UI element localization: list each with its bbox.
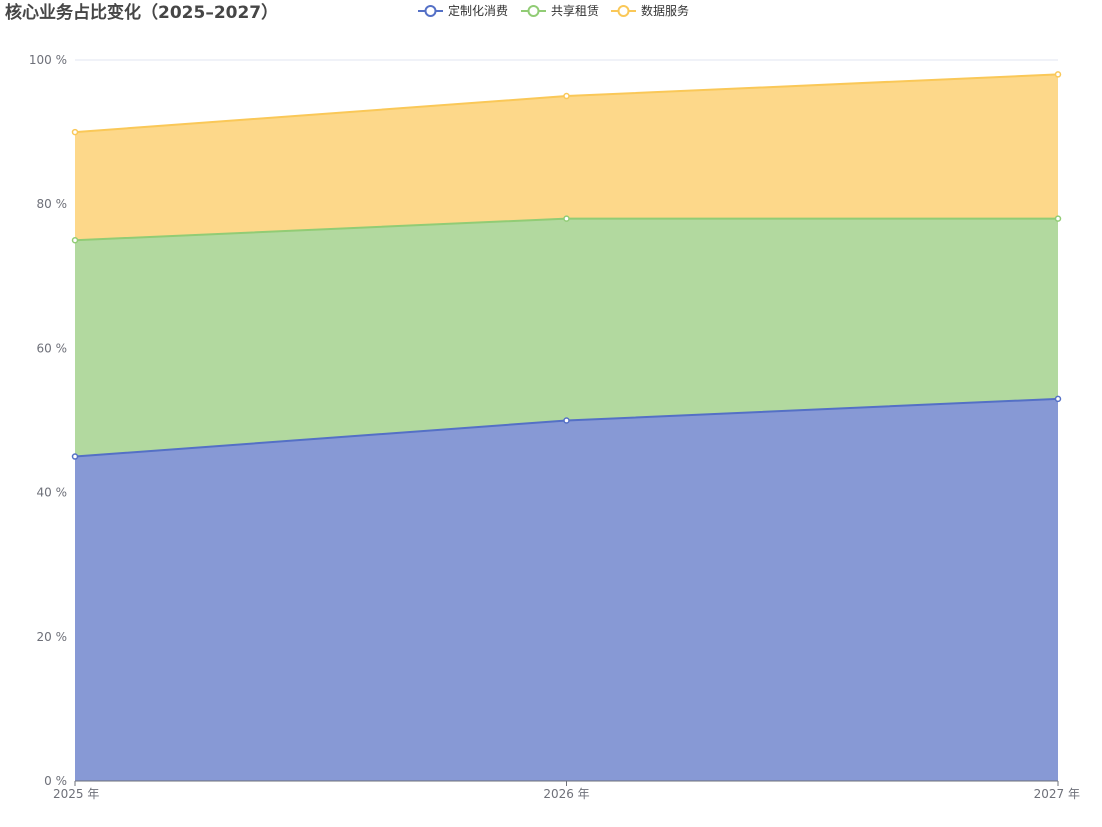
legend-marker <box>424 5 437 17</box>
data-point[interactable] <box>563 417 570 424</box>
legend[interactable]: 定制化消费 共享租赁 数据服务 <box>418 3 689 18</box>
data-points <box>71 71 1062 460</box>
y-tick-label: 20 % <box>37 630 68 644</box>
area-fill-2 <box>75 218 1058 457</box>
area-fill-3 <box>75 74 1058 241</box>
legend-label: 数据服务 <box>641 3 689 18</box>
y-tick-label: 100 % <box>29 53 67 67</box>
x-tick-label: 2027 年 <box>1034 787 1080 801</box>
data-point[interactable] <box>71 453 79 460</box>
data-point[interactable] <box>1054 395 1062 403</box>
y-tick-label: 60 % <box>37 341 68 355</box>
data-point[interactable] <box>563 92 570 100</box>
x-tick-label: 2025 年 <box>53 787 99 801</box>
chart-title: 核心业务占比变化（2025–2027） <box>5 3 279 23</box>
data-point[interactable] <box>71 237 79 244</box>
y-tick-label: 80 % <box>37 197 68 211</box>
y-tick-label: 0 % <box>44 774 67 788</box>
legend-item-2[interactable]: 共享租赁 <box>521 3 599 18</box>
area-fills <box>75 74 1058 781</box>
legend-label: 定制化消费 <box>448 3 508 18</box>
data-point[interactable] <box>71 128 79 136</box>
data-point[interactable] <box>1054 71 1062 78</box>
axes: 0 % 20 % 40 % 60 % 80 % 100 % 2025 年 2026 年 2027… <box>29 53 1080 801</box>
legend-item-3[interactable]: 数据服务 <box>611 3 689 18</box>
data-point[interactable] <box>1054 215 1062 222</box>
y-tick-label: 40 % <box>37 486 68 500</box>
area-fill-1 <box>75 398 1058 781</box>
legend-marker <box>527 5 540 17</box>
legend-label: 共享租赁 <box>551 3 599 18</box>
x-tick-label: 2026 年 <box>543 787 589 801</box>
legend-item-1[interactable]: 定制化消费 <box>418 3 508 18</box>
legend-marker <box>617 5 630 17</box>
data-point[interactable] <box>563 215 570 222</box>
